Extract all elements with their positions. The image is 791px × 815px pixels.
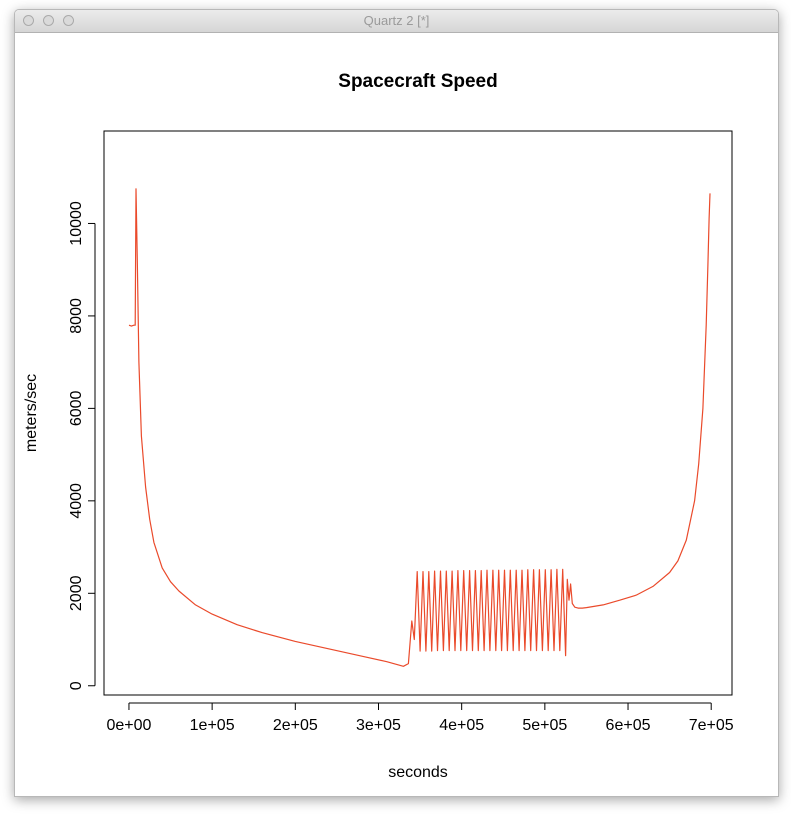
x-tick-label: 2e+05: [273, 717, 318, 734]
x-tick-label: 7e+05: [689, 717, 734, 734]
x-axis: 0e+00 1e+05 2e+05 3e+05 4e+05 5e+05 6e+05 7e+05: [106, 702, 734, 734]
y-tick-label: 6000: [68, 390, 85, 426]
speed-chart: Spacecraft Speed 0e+00 1e+05 2e+05 3e+05 4e+…: [23, 71, 734, 781]
y-tick-label: 4000: [68, 483, 85, 519]
x-axis-label: seconds: [388, 764, 448, 781]
y-tick-label: 10000: [68, 201, 85, 246]
x-tick-label: 4e+05: [439, 717, 484, 734]
y-tick-label: 0: [68, 681, 85, 690]
x-tick-label: 3e+05: [356, 717, 401, 734]
y-axis-label: meters/sec: [23, 374, 40, 452]
y-tick-label: 2000: [68, 575, 85, 611]
y-axis: 0 2000 4000 6000 8000 10000: [68, 201, 96, 690]
minimize-window-icon[interactable]: [43, 15, 54, 26]
y-tick-label: 8000: [68, 298, 85, 334]
window-titlebar[interactable]: Quartz 2 [*]: [15, 10, 778, 33]
quartz-window: Quartz 2 [*] Spacecraft Speed 0e+00 1e+05…: [14, 9, 779, 797]
window-title: Quartz 2 [*]: [363, 13, 430, 28]
plot-frame: [103, 130, 733, 696]
series-layer: [128, 188, 711, 667]
close-window-icon[interactable]: [23, 15, 34, 26]
x-tick-label: 0e+00: [106, 717, 151, 734]
speed-series-line: [128, 188, 711, 667]
chart-title: Spacecraft Speed: [338, 71, 497, 92]
x-tick-label: 5e+05: [522, 717, 567, 734]
x-tick-label: 1e+05: [190, 717, 235, 734]
x-tick-label: 6e+05: [606, 717, 651, 734]
zoom-window-icon[interactable]: [63, 15, 74, 26]
